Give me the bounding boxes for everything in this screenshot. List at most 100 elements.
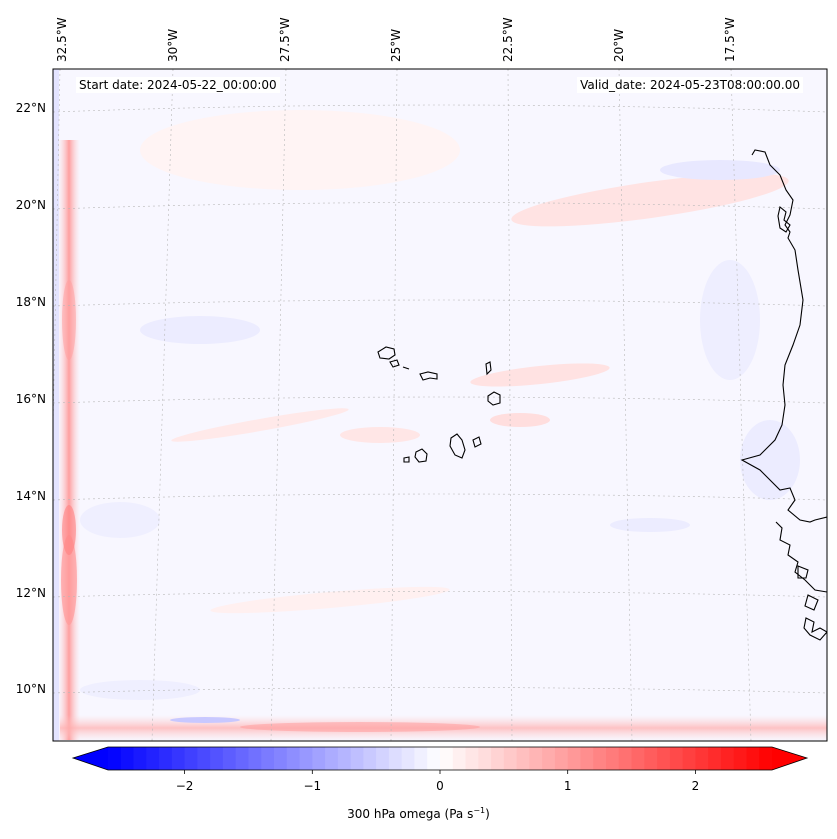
colorbar-label-suffix: ) [485, 807, 490, 821]
island-boa-vista [487, 391, 501, 406]
colorbar-segment [108, 747, 122, 770]
colorbar-segment [171, 747, 186, 770]
colorbar-segment [248, 747, 262, 770]
graticule [53, 69, 827, 741]
colorbar-segment [695, 747, 709, 770]
coast-detail-4 [803, 617, 827, 641]
colorbar-segment [733, 747, 748, 770]
colorbar-segment [491, 747, 505, 770]
colorbar-extend-min [73, 747, 108, 770]
colorbar-segment [554, 747, 569, 770]
lon-label: 30°W [166, 29, 180, 62]
island-santa-luzia [402, 366, 410, 370]
lat-label: 20°N [16, 198, 46, 212]
lat-label: 10°N [16, 682, 46, 696]
lat-label: 18°N [16, 295, 46, 309]
island-sao-vicente [389, 359, 400, 368]
latitude-labels: 22°N 20°N 18°N 16°N 14°N 12°N 10°N [16, 101, 46, 696]
colorbar-segment [388, 747, 403, 770]
colorbar-segment [465, 747, 479, 770]
colorbar-label: 300 hPa omega (Pa s−1) [0, 806, 837, 821]
island-santiago [449, 433, 466, 459]
colorbar-segment [542, 747, 556, 770]
island-sao-nicolau [419, 371, 438, 381]
colorbar-segment [440, 747, 454, 770]
colorbar-tick-label: 1 [564, 779, 572, 793]
colorbar-segment [286, 747, 301, 770]
valid-date-label: Valid_date: 2024-05-23T08:00:00.00 [577, 77, 803, 93]
colorbar-segment [644, 747, 658, 770]
lat-label: 16°N [16, 392, 46, 406]
coast-detail [777, 205, 791, 233]
colorbar-segment [682, 747, 696, 770]
africa-coast-north [740, 149, 827, 523]
colorbar-segment [516, 747, 530, 770]
colorbar-segment [618, 747, 633, 770]
lon-label: 25°W [389, 29, 403, 62]
colorbar-segment [669, 747, 684, 770]
island-maio [472, 436, 482, 448]
colorbar-segment [197, 747, 211, 770]
colorbar-segments [108, 747, 773, 770]
start-date-label: Start date: 2024-05-22_00:00:00 [76, 77, 280, 93]
colorbar-tick-label: −1 [303, 779, 321, 793]
colorbar-segment [363, 747, 377, 770]
colorbar-segment [235, 747, 250, 770]
lon-label: 32.5°W [55, 17, 69, 62]
colorbar-segment [184, 747, 198, 770]
colorbar-segment [452, 747, 467, 770]
colorbar-segment [720, 747, 735, 770]
colorbar-segment [759, 747, 773, 770]
lat-label: 14°N [16, 489, 46, 503]
colorbar-segment [414, 747, 428, 770]
plot-frame [52, 68, 828, 742]
island-fogo [414, 448, 428, 463]
colorbar-segment [337, 747, 352, 770]
colorbar-segment [708, 747, 722, 770]
africa-coast-south [775, 521, 827, 593]
colorbar-segment [580, 747, 594, 770]
colorbar-segment [401, 747, 416, 770]
colorbar-tick-label: 2 [692, 779, 700, 793]
colorbar-label-exponent: −1 [473, 806, 486, 815]
colorbar-outline [71, 746, 809, 771]
lat-label: 12°N [16, 586, 46, 600]
colorbar-tick-label: 0 [436, 779, 444, 793]
lon-label: 22.5°W [501, 17, 515, 62]
colorbar-segment [478, 747, 492, 770]
colorbar-segment [606, 747, 620, 770]
colorbar-segment [146, 747, 160, 770]
colorbar-segment [159, 747, 173, 770]
colorbar-segment [325, 747, 339, 770]
island-brava [403, 456, 410, 463]
colorbar-segment [427, 747, 441, 770]
omega-field [53, 69, 827, 741]
colorbar-segment [350, 747, 364, 770]
colorbar-segment [210, 747, 224, 770]
colorbar-extend-max [772, 747, 807, 770]
colorbar-segment [222, 747, 237, 770]
colorbar-segment [631, 747, 645, 770]
colorbar-segment [746, 747, 760, 770]
colorbar-segment [261, 747, 275, 770]
colorbar-segment [657, 747, 671, 770]
colorbar-segment [133, 747, 147, 770]
cape-verde-islands [377, 346, 501, 463]
coastline [740, 149, 827, 641]
colorbar-label-text: 300 hPa omega (Pa s [347, 807, 474, 821]
colorbar-segment [567, 747, 582, 770]
island-sal [485, 361, 492, 376]
colorbar: −2 −1 0 1 2 [71, 746, 809, 793]
colorbar-segment [120, 747, 135, 770]
coast-detail-2 [797, 565, 809, 579]
lon-label: 20°W [612, 29, 626, 62]
colorbar-ticks: −2 −1 0 1 2 [176, 770, 699, 793]
colorbar-segment [529, 747, 543, 770]
colorbar-segment [593, 747, 607, 770]
colorbar-segment [376, 747, 390, 770]
lat-label: 22°N [16, 101, 46, 115]
island-santo-antao [377, 346, 396, 360]
colorbar-segment [312, 747, 326, 770]
colorbar-segment [503, 747, 518, 770]
